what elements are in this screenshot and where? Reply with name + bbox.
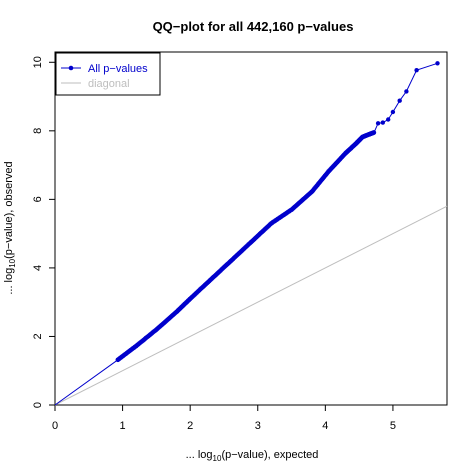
observed-point [386, 117, 391, 122]
observed-point [367, 132, 372, 137]
observed-point [390, 109, 396, 115]
legend-label: All p−values [88, 63, 148, 75]
x-tick-label: 1 [120, 420, 126, 432]
x-axis-label-suffix: (p−value), expected [221, 449, 318, 461]
y-tick-label: 8 [32, 128, 44, 134]
observed-point [360, 134, 365, 140]
x-axis-label: ... log10(p−value), expected [186, 449, 319, 463]
observed-point [380, 120, 385, 125]
y-axis-label-suffix: (p−value), observed [3, 161, 15, 259]
y-tick-label: 2 [32, 333, 44, 339]
y-axis-label-subscript: 10 [8, 258, 17, 267]
x-axis-label-subscript: 10 [213, 454, 222, 463]
legend: All p−values diagonal [55, 52, 161, 96]
observed-point [154, 327, 159, 332]
diagonal-line [54, 205, 448, 406]
observed-point [435, 61, 440, 66]
observed-point [353, 141, 358, 146]
observed-point [228, 258, 233, 264]
plot-marks [54, 61, 448, 406]
x-tick-label: 4 [322, 420, 328, 432]
observed-point [375, 121, 381, 126]
observed-point [371, 130, 377, 135]
x-tick-label: 5 [390, 420, 396, 432]
y-tick-label: 0 [32, 402, 44, 408]
y-axis-label: ... log10(p−value), observed [3, 161, 17, 294]
observed-point [248, 240, 254, 245]
x-tick-label: 0 [52, 420, 58, 432]
observed-point [289, 207, 294, 212]
observed-point [174, 309, 179, 314]
observed-point [414, 68, 419, 73]
observed-point [309, 189, 314, 194]
y-tick-label: 4 [32, 265, 44, 271]
observed-point [326, 169, 331, 174]
observed-point [404, 89, 409, 94]
y-tick-label: 6 [32, 196, 44, 202]
observed-point [188, 296, 193, 301]
legend-label: diagonal [88, 78, 130, 90]
x-axis: 0 1 2 3 4 5 [52, 405, 396, 432]
observed-point [208, 277, 213, 283]
y-axis: 0 2 4 6 8 10 [32, 56, 55, 408]
y-axis-label-prefix: ... log [3, 268, 15, 295]
observed-point [343, 150, 348, 156]
x-axis-label-prefix: ... log [186, 449, 213, 461]
chart-title: QQ−plot for all 442,160 p−values [153, 19, 354, 34]
legend-box [55, 52, 161, 96]
x-tick-label: 2 [187, 420, 193, 432]
observed-point [133, 343, 139, 349]
legend-swatch-point [68, 65, 74, 71]
observed-point [397, 98, 402, 103]
observed-point [269, 221, 274, 226]
plot-area-frame [54, 51, 448, 406]
observed-point [115, 357, 121, 362]
x-tick-label: 3 [255, 420, 261, 432]
y-tick-label: 10 [32, 56, 44, 68]
